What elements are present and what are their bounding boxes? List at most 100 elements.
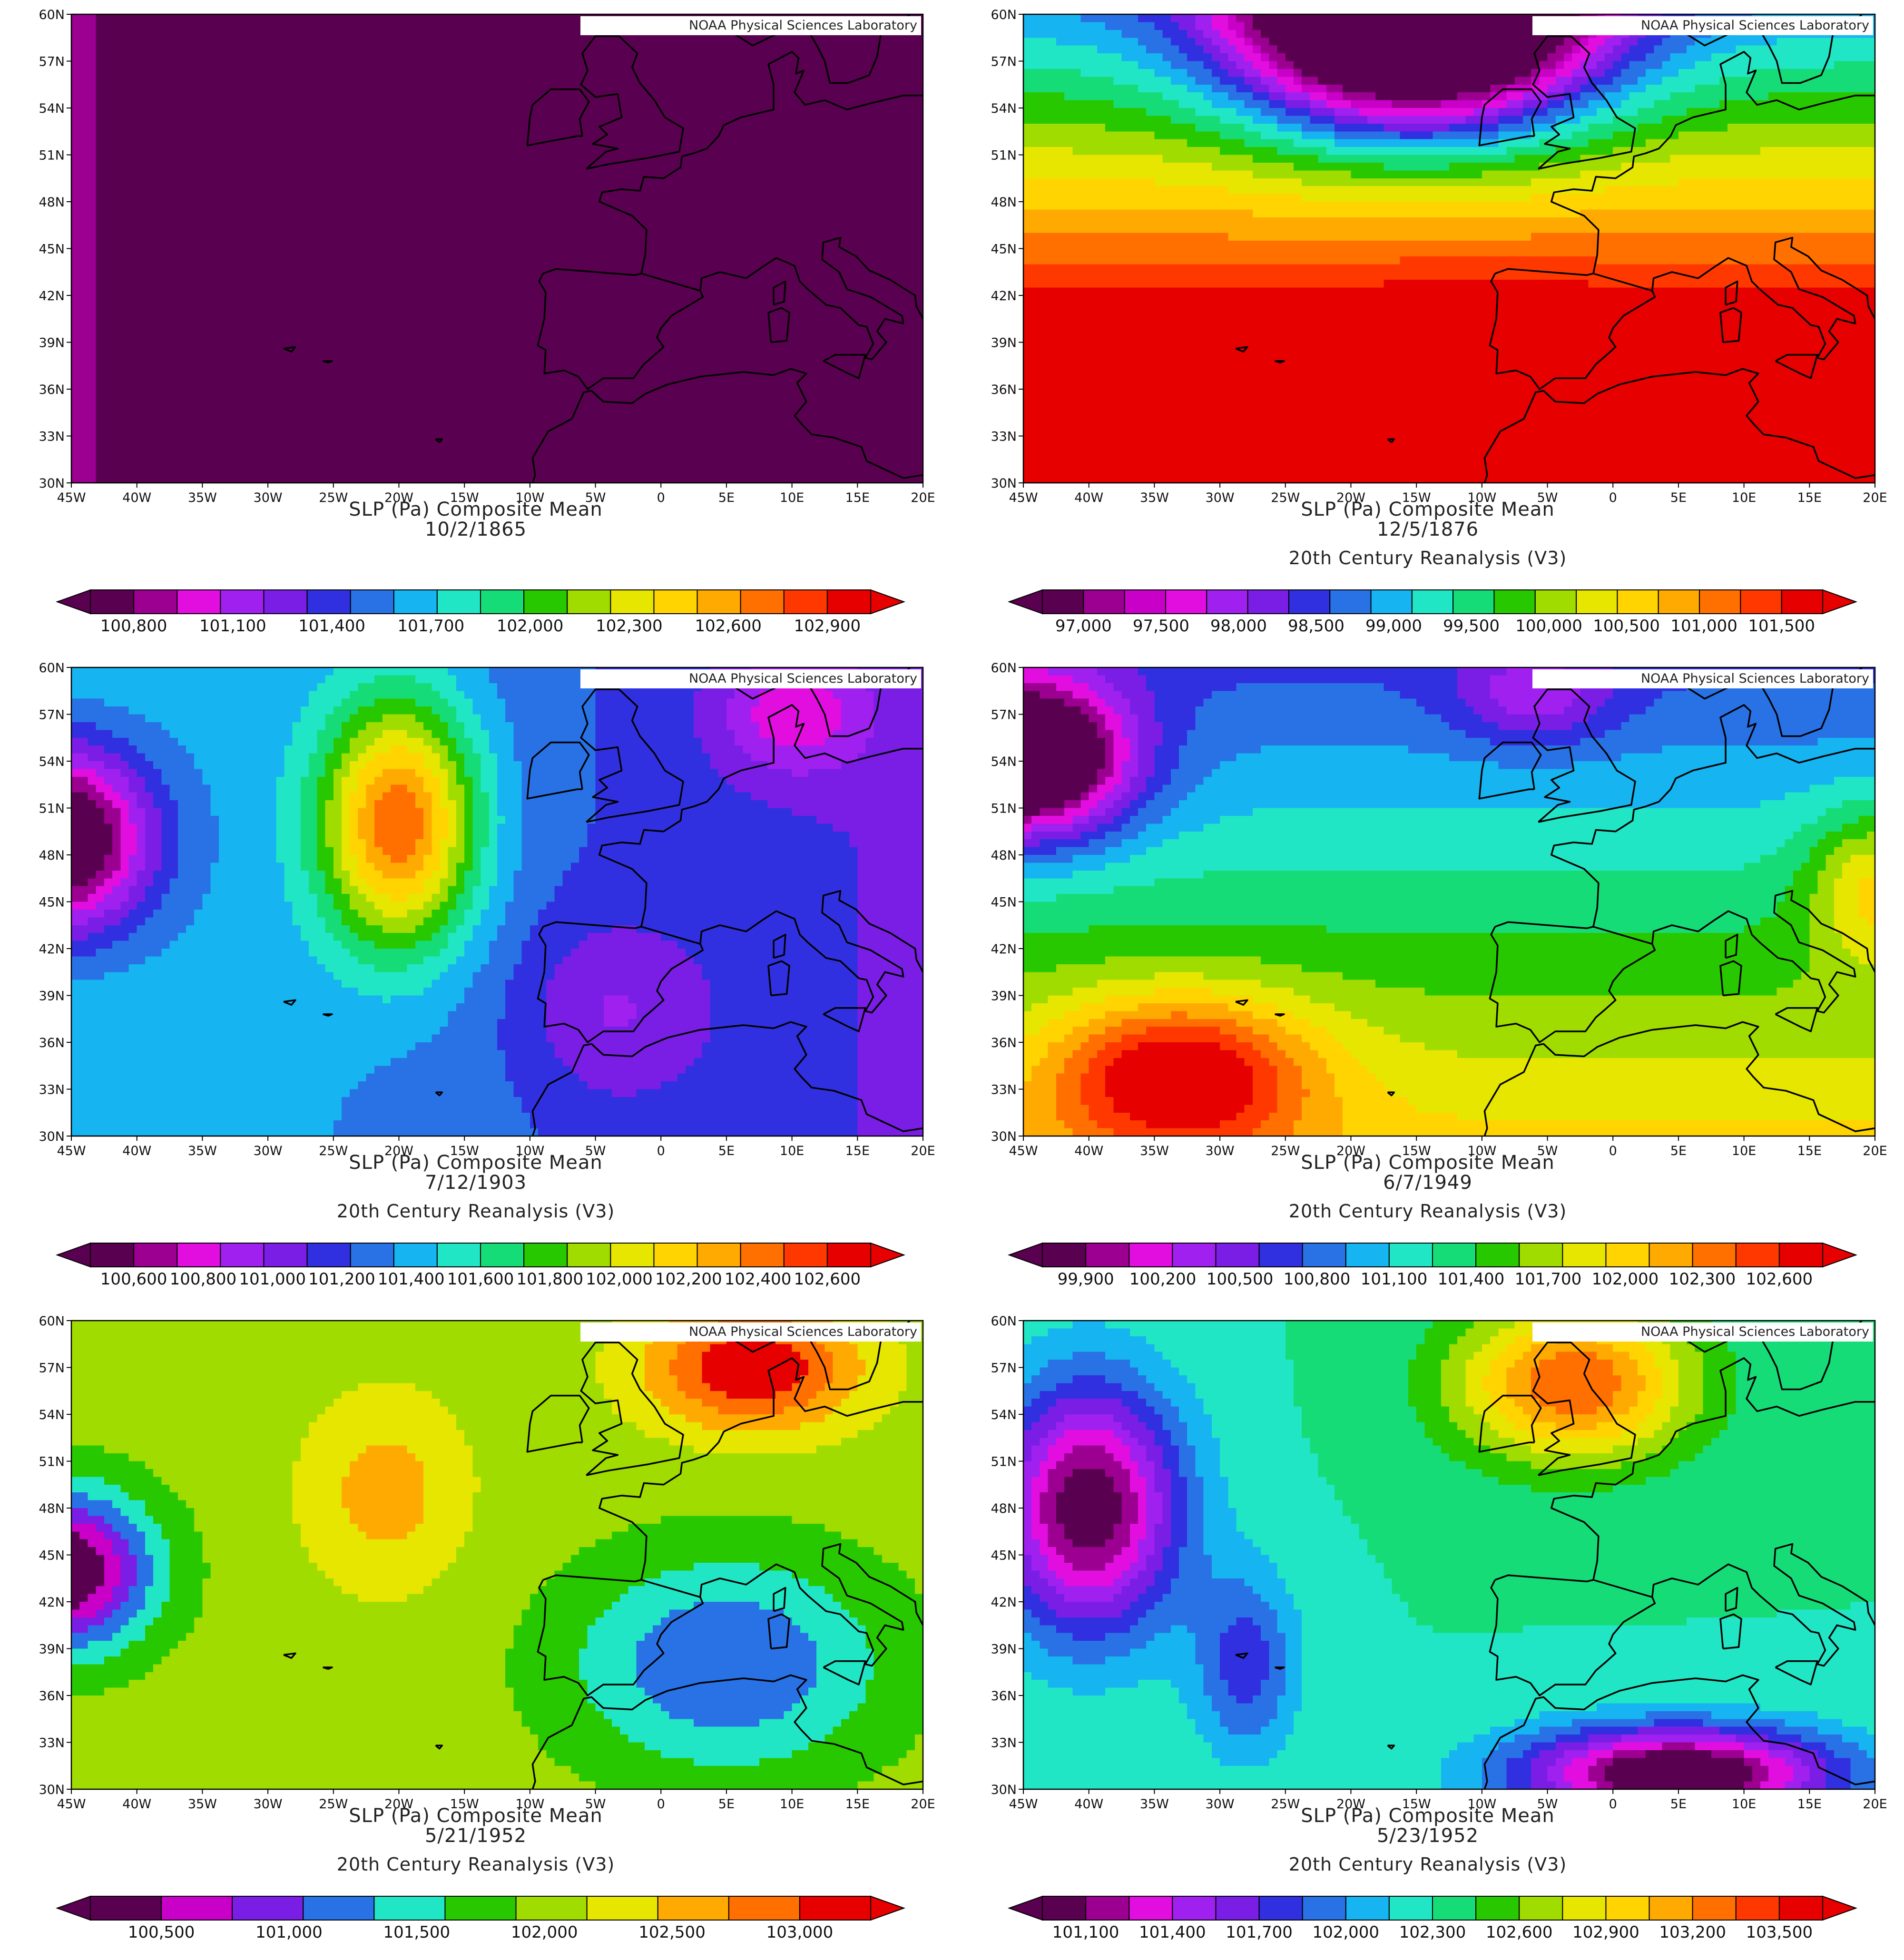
colorbar-swatch [480, 589, 525, 614]
colorbar [56, 589, 905, 615]
map-title-1: SLP (Pa) Composite Mean [349, 499, 603, 520]
colorbar-label: 102,900 [1572, 1923, 1639, 1942]
lon-tick-label: 0 [1609, 490, 1617, 505]
colorbar-label: 102,400 [724, 1270, 792, 1289]
colorbar-swatch [1453, 589, 1495, 614]
lat-tick-label: 36N [991, 1036, 1017, 1050]
colorbar-label: 97,500 [1132, 617, 1189, 636]
colorbar-label: 102,000 [1591, 1270, 1659, 1289]
colorbar-swatch [1475, 1896, 1520, 1921]
lon-tick-label: 10E [780, 1797, 804, 1812]
colorbar-swatch [220, 589, 265, 614]
colorbar-swatch [133, 1243, 178, 1267]
colorbar-swatch [1649, 1896, 1693, 1921]
map-title-3: SLP (Pa) Composite Mean [349, 1152, 603, 1174]
lon-tick-label: 45W [1009, 1144, 1038, 1158]
map-title-4: SLP (Pa) Composite Mean [1301, 1152, 1555, 1174]
lat-tick-label: 48N [991, 848, 1017, 863]
colorbar-label: 99,500 [1443, 617, 1500, 636]
lat-tick-label: 30N [39, 1783, 65, 1797]
lon-tick-label: 35W [188, 1797, 217, 1812]
lat-tick-label: 57N [39, 708, 65, 723]
lat-tick-label: 33N [39, 1083, 65, 1098]
colorbar-label: 101,400 [1139, 1923, 1206, 1942]
lon-tick-label: 10E [780, 490, 804, 505]
colorbar-swatch [393, 589, 438, 614]
colorbar-swatch [1370, 589, 1413, 614]
colorbar-swatch [161, 1896, 233, 1921]
lon-tick-label: 5W [585, 1144, 606, 1158]
lon-tick-label: 20W [384, 490, 413, 505]
map-panel-5: 60N 57N 54N 51N 48N 45N 42N 39N 36N 33N 30N 45W 40W 3… [0, 1306, 952, 1960]
colorbar-label: 102,600 [1485, 1923, 1553, 1942]
colorbar-label: 101,400 [377, 1270, 445, 1289]
lon-tick-label: 0 [657, 490, 665, 505]
lat-tick-label: 45N [39, 895, 65, 910]
lat-tick-label: 39N [39, 989, 65, 1004]
colorbar [1008, 589, 1857, 615]
colorbar-swatch [1576, 589, 1618, 614]
colorbar-label: 102,000 [510, 1923, 578, 1942]
lat-tick-label: 60N [39, 1314, 65, 1329]
lon-tick-label: 20E [911, 1797, 935, 1812]
lon-tick-label: 30W [1206, 1144, 1235, 1158]
lon-tick-label: 25W [1271, 490, 1300, 505]
colorbar-low-arrow [56, 589, 91, 615]
credit-label-3: NOAA Physical Sciences Laboratory [580, 669, 921, 688]
lon-tick-label: 25W [319, 490, 348, 505]
map-panel-6: 60N 57N 54N 51N 48N 45N 42N 39N 36N 33N 30N 45W 40W 3… [952, 1306, 1904, 1960]
lon-tick-label: 25W [1271, 1144, 1300, 1158]
slp-contour-field [1023, 14, 1875, 483]
colorbar-label: 101,400 [298, 617, 365, 636]
lat-tick-label: 45N [991, 242, 1017, 257]
lat-tick-label: 48N [991, 195, 1017, 210]
colorbar-label: 100,500 [1206, 1270, 1274, 1289]
colorbar-swatch [436, 1243, 481, 1267]
colorbar-swatch [657, 1896, 729, 1921]
colorbar-swatch [303, 1896, 375, 1921]
lon-tick-label: 5E [1670, 490, 1687, 505]
colorbar-swatch [263, 1243, 308, 1267]
colorbar-high-arrow [870, 1895, 905, 1921]
colorbar-swatch [610, 1243, 655, 1267]
colorbar-swatch [1781, 589, 1823, 614]
colorbar-label: 101,100 [199, 617, 266, 636]
colorbar-label: 98,500 [1287, 617, 1345, 636]
lon-tick-label: 15E [845, 1144, 870, 1158]
colorbar-swatch [1432, 1243, 1477, 1267]
lon-tick-label: 5W [1537, 490, 1558, 505]
lat-tick-label: 45N [39, 242, 65, 257]
lon-tick-label: 20W [384, 1797, 413, 1812]
colorbar-swatch [1215, 1243, 1260, 1267]
colorbar-label: 102,600 [695, 617, 762, 636]
colorbar-low-arrow [56, 1242, 91, 1268]
colorbar-swatch [1778, 1243, 1824, 1267]
lon-tick-label: 5E [718, 1144, 735, 1158]
colorbar-swatch [1493, 589, 1536, 614]
lon-tick-label: 25W [319, 1797, 348, 1812]
lon-tick-label: 30W [1206, 1797, 1235, 1812]
colorbar-label: 101,700 [1226, 1923, 1293, 1942]
lon-tick-label: 0 [657, 1144, 665, 1158]
colorbar-swatch [133, 589, 178, 614]
colorbar-swatch [1562, 1896, 1607, 1921]
colorbar-swatch [586, 1896, 658, 1921]
lat-tick-label: 54N [39, 101, 65, 116]
colorbar-swatch [1735, 1896, 1780, 1921]
lon-tick-label: 15W [450, 1797, 479, 1812]
lat-tick-label: 51N [991, 1455, 1017, 1470]
colorbar-label: 99,900 [1057, 1270, 1114, 1289]
map-date-2: 12/5/1876 [1376, 519, 1479, 540]
lat-tick-label: 30N [991, 476, 1017, 491]
colorbar-label: 100,000 [1515, 617, 1582, 636]
colorbar-label: 101,500 [383, 1923, 451, 1942]
colorbar-swatch [1345, 1243, 1390, 1267]
colorbar-swatch [1740, 589, 1782, 614]
lat-tick-label: 51N [991, 802, 1017, 816]
lon-tick-label: 25W [319, 1144, 348, 1158]
lon-tick-label: 40W [1074, 490, 1103, 505]
colorbar-swatch [1129, 1243, 1173, 1267]
lon-tick-label: 15E [845, 1797, 870, 1812]
lat-tick-label: 60N [39, 8, 65, 22]
